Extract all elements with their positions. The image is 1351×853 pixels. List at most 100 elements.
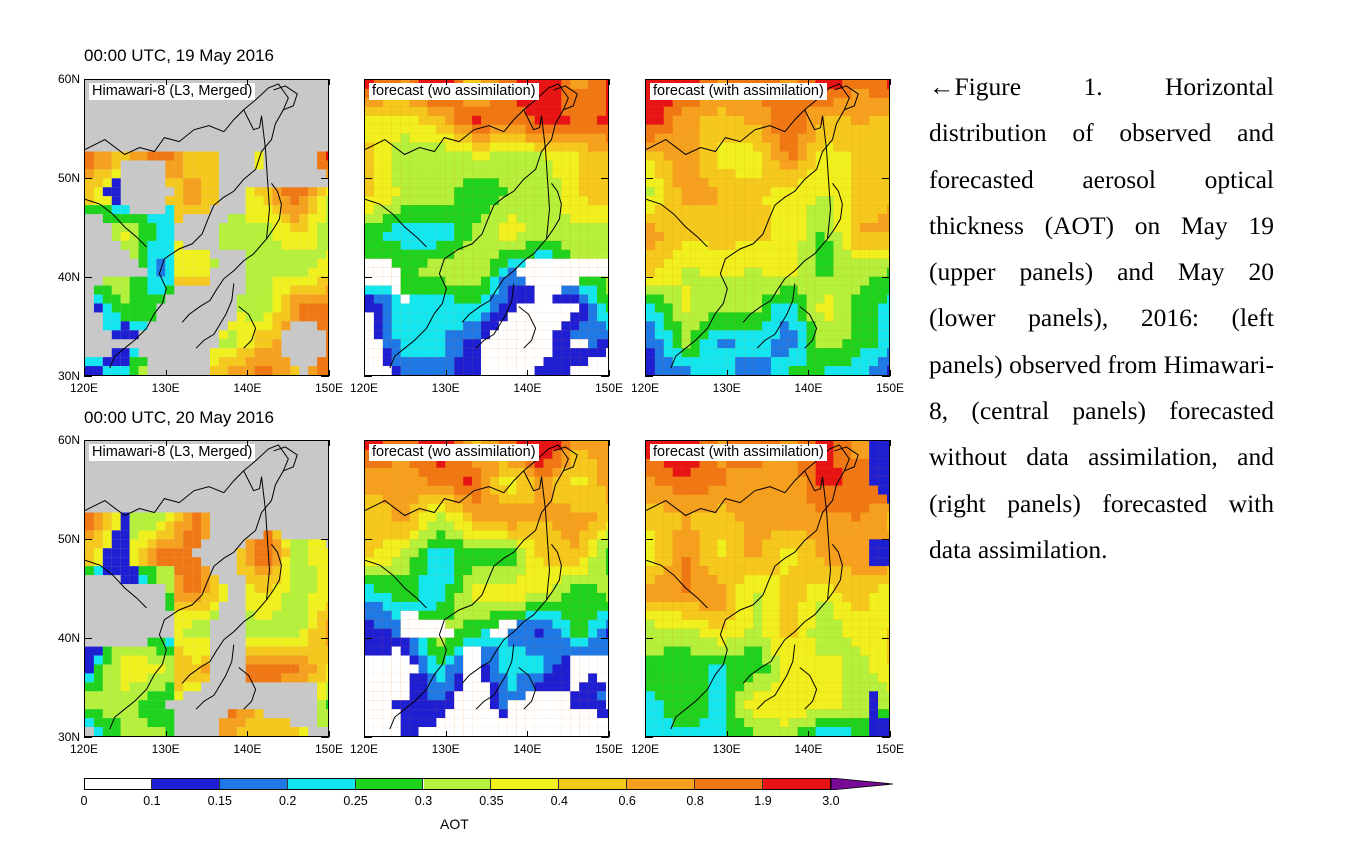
aot-cell: [308, 673, 318, 683]
aot-cell: [365, 124, 374, 134]
lat-tick-mark: [645, 737, 653, 738]
aot-cell: [878, 646, 888, 656]
aot-cell: [726, 575, 736, 585]
colorbar-tick-label: 0.1: [143, 794, 161, 808]
aot-cell: [454, 142, 464, 152]
aot-cell: [842, 97, 852, 107]
aot-cell: [708, 205, 718, 215]
aot-cell: [85, 512, 94, 522]
aot-cell: [878, 223, 888, 232]
aot-cell: [744, 467, 754, 477]
aot-cell: [418, 240, 428, 250]
aot-cell: [138, 321, 148, 331]
aot-cell: [797, 124, 807, 134]
aot-cell: [770, 655, 780, 665]
aot-cell: [489, 348, 499, 358]
aot-cell: [887, 249, 889, 259]
aot-cell: [481, 592, 490, 602]
aot-cell: [753, 575, 763, 585]
aot-cell: [597, 709, 607, 719]
aot-cell: [481, 512, 490, 522]
lon-tick-mark: [726, 440, 728, 446]
aot-cell: [326, 330, 328, 340]
aot-cell: [717, 249, 727, 259]
aot-cell: [498, 503, 508, 513]
aot-cell: [646, 458, 655, 468]
aot-cell: [326, 240, 328, 250]
aot-cell: [147, 548, 157, 558]
lat-tick-mark: [364, 376, 372, 377]
aot-cell: [806, 619, 816, 629]
aot-cell: [272, 276, 282, 286]
aot-cell: [851, 276, 861, 286]
aot-cell: [120, 303, 130, 313]
aot-cell: [373, 357, 383, 367]
aot-cell: [263, 628, 273, 638]
aot-cell: [174, 249, 184, 259]
aot-cell: [851, 249, 861, 259]
aot-cell: [436, 196, 446, 206]
aot-cell: [365, 610, 374, 620]
aot-cell: [570, 521, 580, 531]
aot-cell: [815, 691, 825, 701]
aot-cell: [753, 348, 763, 358]
aot-cell: [400, 628, 410, 638]
colorbar-tick-label: 1.9: [754, 794, 772, 808]
aot-cell: [174, 637, 184, 647]
aot-cell: [534, 276, 544, 286]
aot-cell: [382, 321, 392, 331]
aot-cell: [138, 357, 148, 367]
aot-cell: [717, 709, 727, 719]
aot-cell: [588, 160, 598, 170]
aot-cell: [129, 655, 139, 665]
aot-cell: [463, 575, 473, 585]
aot-cell: [699, 548, 709, 558]
aot-cell: [156, 548, 166, 558]
aot-cell: [245, 718, 255, 728]
aot-cell: [824, 160, 834, 170]
aot-cell: [606, 610, 608, 620]
aot-cell: [409, 115, 419, 125]
aot-cell: [111, 285, 121, 295]
aot-cell: [878, 530, 888, 540]
aot-cell: [770, 178, 780, 188]
aot-cell: [290, 214, 300, 224]
aot-cell: [445, 348, 455, 358]
aot-cell: [552, 592, 562, 602]
aot-cell: [663, 494, 673, 504]
aot-cell: [552, 240, 562, 250]
aot-cell: [85, 151, 94, 161]
aot-cell: [779, 718, 789, 728]
aot-cell: [597, 357, 607, 367]
aot-cell: [815, 276, 825, 286]
aot-cell: [797, 196, 807, 206]
aot-cell: [708, 566, 718, 576]
coastline: [518, 667, 537, 710]
aot-cell: [129, 223, 139, 232]
aot-cell: [245, 223, 255, 232]
aot-cell: [317, 240, 327, 250]
aot-cell: [654, 214, 664, 224]
aot-cell: [454, 160, 464, 170]
aot-cell: [681, 294, 691, 304]
aot-cell: [878, 485, 888, 495]
aot-cell: [663, 223, 673, 232]
aot-cell: [183, 187, 193, 197]
aot-cell: [129, 151, 139, 161]
aot-cell: [663, 655, 673, 665]
aot-cell: [588, 458, 598, 468]
aot-cell: [254, 366, 264, 375]
aot-cell: [570, 357, 580, 367]
aot-cell: [699, 610, 709, 620]
aot-cell: [744, 655, 754, 665]
aot-cell: [254, 718, 264, 728]
aot-cell: [878, 231, 888, 241]
aot-cell: [263, 646, 273, 656]
map-panel-fc-wo-row1: forecast (wo assimilation): [364, 79, 609, 376]
aot-cell: [373, 673, 383, 683]
aot-cell: [646, 97, 655, 107]
aot-cell: [299, 655, 309, 665]
aot-cell: [498, 312, 508, 322]
aot-cell: [744, 330, 754, 340]
aot-cell: [498, 285, 508, 295]
